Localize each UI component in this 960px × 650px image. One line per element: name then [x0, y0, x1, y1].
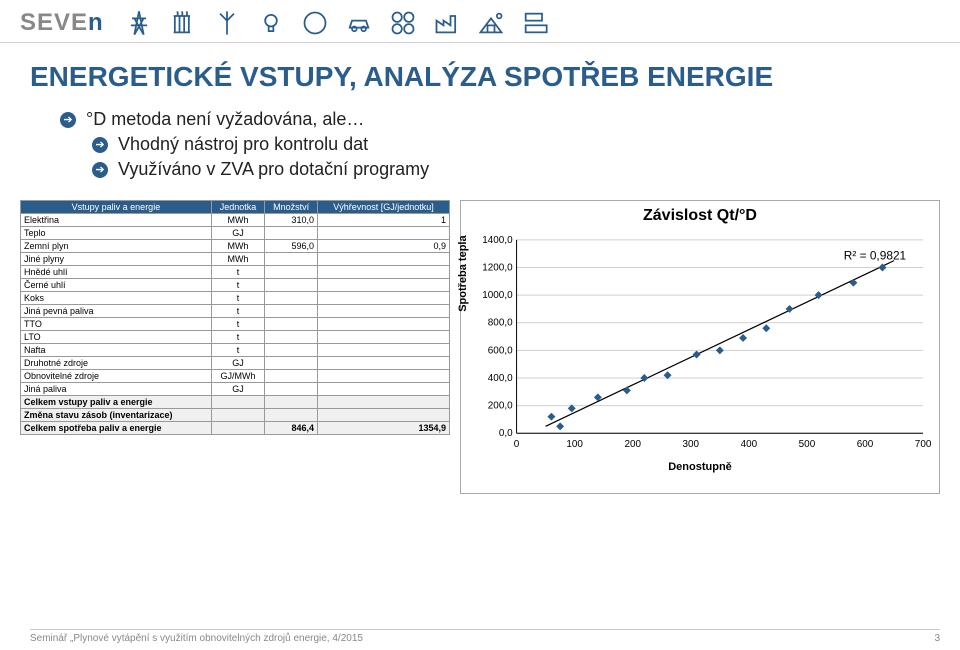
svg-text:200: 200 [624, 439, 641, 450]
bullet-main: ➔ °D metoda není vyžadována, ale… [60, 107, 930, 132]
bullet-text: °D metoda není vyžadována, ale… [86, 109, 364, 130]
svg-text:400,0: 400,0 [488, 373, 513, 384]
chart-svg: 0,0 200,0 400,0 600,0 800,0 1000,0 1200,0 1400,… [467, 229, 933, 459]
table-row: Druhotné zdrojeGJ [21, 357, 450, 370]
table-row: Zemní plynMWh596,00,9 [21, 240, 450, 253]
th-qty: Množství [265, 201, 318, 214]
chart: Závislost Qt/°D Spotřeba tepla 0,0 200,0 4… [460, 200, 940, 494]
bullet-sub2: ➔ Využíváno v ZVA pro dotační programy [92, 157, 930, 182]
th-name: Vstupy paliv a energie [21, 201, 212, 214]
table-row: TeploGJ [21, 227, 450, 240]
plus-minus-icon [388, 8, 418, 38]
table-footer-row: Celkem spotřeba paliv a energie846,41354… [21, 422, 450, 435]
svg-text:0: 0 [514, 439, 520, 450]
svg-text:800,0: 800,0 [488, 318, 513, 329]
chart-ylabel: Spotřeba tepla [457, 235, 469, 311]
arrow-icon: ➔ [60, 112, 76, 128]
svg-text:600,0: 600,0 [488, 345, 513, 356]
bullet-text: Využíváno v ZVA pro dotační programy [118, 159, 429, 180]
svg-text:1400,0: 1400,0 [482, 235, 513, 246]
label-icon [520, 8, 550, 38]
factory-icon [432, 8, 462, 38]
table-row: Naftat [21, 344, 450, 357]
bullet-text: Vhodný nástroj pro kontrolu dat [118, 134, 368, 155]
table-footer-row: Celkem vstupy paliv a energie [21, 396, 450, 409]
svg-text:R² = 0,9821: R² = 0,9821 [844, 249, 907, 263]
wind-icon [212, 8, 242, 38]
energy-table: Vstupy paliv a energie Jednotka Množství… [20, 200, 450, 494]
content-row: Vstupy paliv a energie Jednotka Množství… [0, 192, 960, 494]
footer-left: Seminář „Plynové vytápění s využitím obn… [30, 633, 363, 644]
th-unit: Jednotka [211, 201, 264, 214]
chart-area: Spotřeba tepla 0,0200,0400,0600,0800,010… [467, 229, 933, 459]
th-cal: Výhřevnost [GJ/jednotku] [318, 201, 450, 214]
solar-icon [476, 8, 506, 38]
icon-row [124, 8, 550, 38]
svg-text:1000,0: 1000,0 [482, 290, 513, 301]
logo: SEVEn [20, 9, 104, 37]
table-row: Obnovitelné zdrojeGJ/MWh [21, 370, 450, 383]
svg-text:200,0: 200,0 [488, 401, 513, 412]
svg-text:700: 700 [915, 439, 932, 450]
table-row: TTOt [21, 318, 450, 331]
table-row: Kokst [21, 292, 450, 305]
table-row: Jiná palivaGJ [21, 383, 450, 396]
svg-text:400: 400 [741, 439, 758, 450]
arrow-icon: ➔ [92, 162, 108, 178]
chart-xlabel: Denostupně [467, 461, 933, 473]
pylon-icon [124, 8, 154, 38]
logo-text: SEVE [20, 9, 88, 36]
svg-text:0,0: 0,0 [499, 428, 513, 439]
svg-text:500: 500 [799, 439, 816, 450]
epc-icon [300, 8, 330, 38]
car-icon [344, 8, 374, 38]
svg-text:600: 600 [857, 439, 874, 450]
table-row: Černé uhlít [21, 279, 450, 292]
arrow-icon: ➔ [92, 137, 108, 153]
logo-accent: n [88, 9, 104, 36]
table-footer-row: Změna stavu zásob (inventarizace) [21, 409, 450, 422]
bulb-icon [256, 8, 286, 38]
footer: Seminář „Plynové vytápění s využitím obn… [30, 629, 940, 644]
table-row: Jiná pevná palivat [21, 305, 450, 318]
table-row: LTOt [21, 331, 450, 344]
svg-text:100: 100 [566, 439, 583, 450]
footer-right: 3 [934, 633, 940, 644]
header: SEVEn [0, 0, 960, 43]
table-row: Hnědé uhlít [21, 266, 450, 279]
bullet-sub1: ➔ Vhodný nástroj pro kontrolu dat [92, 132, 930, 157]
chart-title: Závislost Qt/°D [467, 207, 933, 225]
svg-text:1200,0: 1200,0 [482, 262, 513, 273]
bullet-list: ➔ °D metoda není vyžadována, ale… ➔ Vhod… [0, 107, 960, 192]
page-title: ENERGETICKÉ VSTUPY, ANALÝZA SPOTŘEB ENER… [0, 43, 960, 107]
table-row: Jiné plynyMWh [21, 253, 450, 266]
svg-text:300: 300 [683, 439, 700, 450]
table-row: ElektřinaMWh310,01 [21, 214, 450, 227]
radiator-icon [168, 8, 198, 38]
